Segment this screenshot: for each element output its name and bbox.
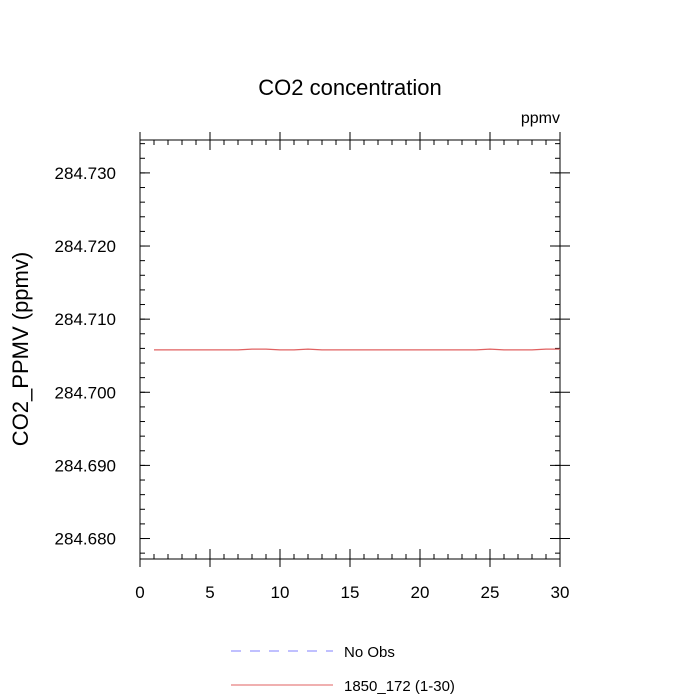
y-tick-label: 284.700 <box>55 383 116 402</box>
y-tick-label: 284.690 <box>55 456 116 475</box>
axis-tick-labels: 0 5 10 15 20 25 30 284.680 284.690 284.700 284.710… <box>55 164 570 602</box>
x-tick-label: 25 <box>481 583 500 602</box>
chart-title: CO2 concentration <box>258 75 441 100</box>
axis-ticks <box>139 132 570 567</box>
y-tick-label: 284.710 <box>55 310 116 329</box>
x-tick-label: 10 <box>271 583 290 602</box>
y-tick-label: 284.680 <box>55 530 116 549</box>
legend: No Obs 1850_172 (1-30) <box>231 644 455 695</box>
series-line <box>154 348 560 351</box>
x-tick-label: 5 <box>205 583 214 602</box>
x-tick-label: 20 <box>411 583 430 602</box>
x-tick-label: 0 <box>135 583 144 602</box>
units-label: ppmv <box>521 110 560 127</box>
y-tick-label: 284.720 <box>55 237 116 256</box>
legend-label: 1850_172 (1-30) <box>344 678 455 695</box>
x-tick-label: 30 <box>551 583 570 602</box>
y-axis-label: CO2_PPMV (ppmv) <box>8 252 33 446</box>
x-tick-label: 15 <box>341 583 360 602</box>
legend-label: No Obs <box>344 644 395 661</box>
series-layer <box>154 348 560 351</box>
y-tick-label: 284.730 <box>55 164 116 183</box>
